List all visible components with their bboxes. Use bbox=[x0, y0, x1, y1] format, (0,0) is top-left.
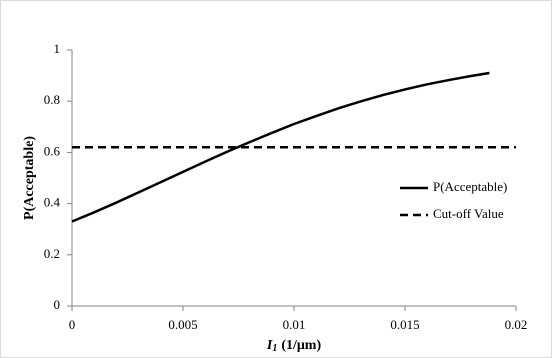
y-tick-label: 0.8 bbox=[44, 92, 60, 107]
legend-label: P(Acceptable) bbox=[433, 179, 507, 194]
x-tick-label: 0 bbox=[69, 317, 76, 332]
y-tick-label: 0.4 bbox=[44, 195, 61, 210]
x-tick-label: 0.02 bbox=[505, 317, 528, 332]
legend-label: Cut-off Value bbox=[433, 206, 504, 221]
series-line bbox=[71, 71, 490, 223]
y-tick-label: 1 bbox=[54, 41, 61, 56]
x-tick-label: 0.005 bbox=[168, 317, 197, 332]
y-axis-title: P(Acceptable) bbox=[22, 136, 37, 220]
y-tick-label: 0 bbox=[54, 297, 61, 312]
x-tick-label: 0.01 bbox=[283, 317, 306, 332]
x-tick-label: 0.015 bbox=[390, 317, 419, 332]
x-axis-symbol: I bbox=[266, 338, 273, 353]
x-axis-unit: (1/μm) bbox=[281, 338, 321, 353]
x-axis-title: I1 (1/μm) bbox=[266, 338, 322, 354]
y-tick-label: 0.2 bbox=[44, 246, 60, 261]
x-axis-subscript: 1 bbox=[272, 343, 277, 354]
y-tick-label: 0.6 bbox=[44, 143, 61, 158]
